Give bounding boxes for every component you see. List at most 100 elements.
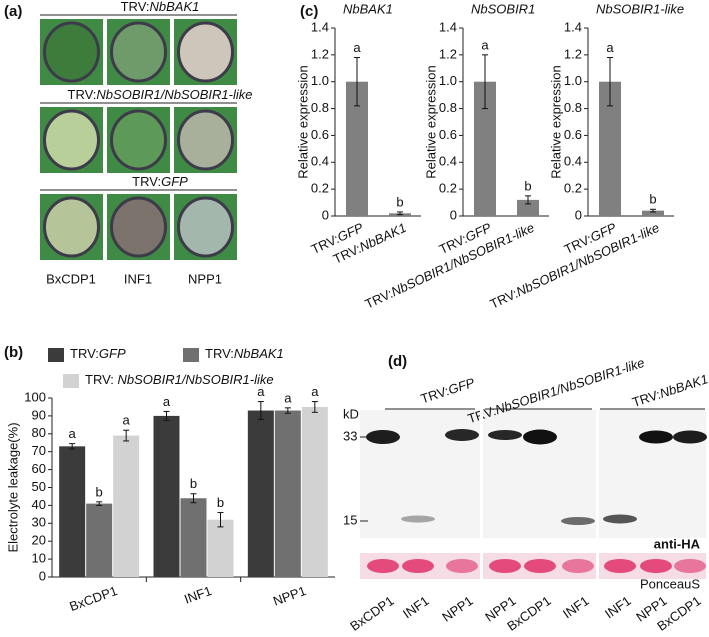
blot-unit: kD bbox=[343, 406, 359, 421]
significance-letter: a bbox=[311, 384, 319, 399]
ponceau-band bbox=[367, 559, 399, 573]
protein-band bbox=[488, 430, 522, 440]
significance-letter: a bbox=[606, 40, 614, 55]
y-tick-label: 1.2 bbox=[439, 46, 457, 61]
bar bbox=[474, 81, 496, 216]
y-tick-label: 1.0 bbox=[311, 73, 329, 88]
lane-label: INF1 bbox=[560, 593, 592, 621]
column-label: INF1 bbox=[124, 271, 152, 286]
significance-letter: b bbox=[217, 495, 224, 510]
bar bbox=[301, 406, 328, 577]
bar bbox=[599, 81, 621, 216]
y-tick-label: 1.2 bbox=[564, 46, 582, 61]
y-tick-label: 70 bbox=[32, 443, 46, 458]
ponceau-band bbox=[402, 559, 434, 573]
ponceau-band bbox=[674, 559, 706, 573]
y-tick-label: 1.0 bbox=[439, 73, 457, 88]
infiltration-spot bbox=[177, 21, 234, 83]
panel-label: (c) bbox=[300, 3, 318, 20]
y-tick-label: 0.6 bbox=[564, 127, 582, 142]
y-tick-label: 0.2 bbox=[564, 181, 582, 196]
y-tick-label: 10 bbox=[32, 551, 46, 566]
ponceau-band bbox=[562, 559, 594, 573]
ponceau-band bbox=[489, 559, 521, 573]
protein-band bbox=[523, 429, 557, 445]
y-tick-label: 1.4 bbox=[439, 19, 457, 34]
ponceau-band bbox=[524, 559, 556, 573]
bar bbox=[346, 81, 368, 216]
infiltration-spot bbox=[177, 109, 234, 171]
infiltration-spot bbox=[177, 196, 234, 258]
y-axis-label: Relative expression bbox=[295, 65, 310, 178]
lane-label: INF1 bbox=[400, 593, 432, 621]
bar bbox=[207, 519, 234, 577]
y-tick-label: 0 bbox=[575, 207, 582, 222]
blot-group-label: TRV:NbBAK1 bbox=[630, 372, 709, 411]
y-tick-label: 90 bbox=[32, 407, 46, 422]
y-tick-label: 1.2 bbox=[311, 46, 329, 61]
bar bbox=[113, 435, 140, 577]
significance-letter: a bbox=[69, 426, 77, 441]
ponceau-band bbox=[604, 559, 636, 573]
protein-band bbox=[445, 429, 479, 441]
lane-label: NPP1 bbox=[439, 593, 475, 625]
antibody-label: anti-HA bbox=[654, 536, 701, 551]
x-tick-label: NPP1 bbox=[271, 583, 308, 609]
y-axis-label: Relative expression bbox=[548, 65, 563, 178]
blot-group-label: TRV:GFP bbox=[419, 375, 477, 407]
lane-label: INF1 bbox=[602, 593, 634, 621]
treatment-header: TRV:NbBAK1 bbox=[121, 0, 200, 14]
y-tick-label: 0.4 bbox=[564, 154, 582, 169]
legend-swatch bbox=[48, 348, 64, 362]
legend-swatch bbox=[63, 374, 79, 388]
bar bbox=[153, 415, 180, 577]
y-tick-label: 20 bbox=[32, 533, 46, 548]
legend-swatch bbox=[183, 348, 199, 362]
column-label: BxCDP1 bbox=[46, 271, 96, 286]
y-tick-label: 0.4 bbox=[439, 154, 457, 169]
infiltration-spot bbox=[110, 109, 167, 171]
bar bbox=[59, 446, 86, 577]
y-tick-label: 30 bbox=[32, 515, 46, 530]
y-tick-label: 0 bbox=[322, 207, 329, 222]
y-tick-label: 0.8 bbox=[564, 100, 582, 115]
lane-label: BxCDP1 bbox=[347, 593, 396, 634]
infiltration-spot bbox=[43, 109, 100, 171]
legend-label: TRV:NbBAK1 bbox=[205, 346, 284, 361]
protein-band bbox=[603, 514, 637, 524]
legend-label: TRV: NbSOBIR1/NbSOBIR1-like bbox=[85, 372, 274, 387]
infiltration-spot bbox=[110, 21, 167, 83]
y-tick-label: 1.4 bbox=[564, 19, 582, 34]
y-tick-label: 0 bbox=[450, 207, 457, 222]
y-tick-label: 100 bbox=[24, 389, 46, 404]
y-tick-label: 0.4 bbox=[311, 154, 329, 169]
y-tick-label: 50 bbox=[32, 479, 46, 494]
legend-label: TRV:GFP bbox=[70, 346, 126, 361]
chart-title: NbSOBIR1-like bbox=[596, 1, 684, 16]
blot-gap bbox=[596, 410, 599, 580]
y-tick-label: 0 bbox=[39, 568, 46, 583]
panel-label: (b) bbox=[4, 344, 23, 361]
bar bbox=[180, 498, 207, 577]
significance-letter: b bbox=[649, 192, 656, 207]
significance-letter: b bbox=[190, 476, 197, 491]
significance-letter: b bbox=[524, 178, 531, 193]
ponceau-band bbox=[446, 559, 478, 573]
infiltration-spot bbox=[43, 196, 100, 258]
y-tick-label: 0.2 bbox=[311, 181, 329, 196]
y-tick-label: 60 bbox=[32, 461, 46, 476]
significance-letter: a bbox=[481, 37, 489, 52]
bar bbox=[642, 210, 664, 216]
protein-band bbox=[673, 430, 707, 444]
y-tick-label: 40 bbox=[32, 497, 46, 512]
stain-label: PonceauS bbox=[640, 576, 700, 591]
ponceau-band bbox=[640, 559, 672, 573]
size-marker: 33 bbox=[343, 428, 357, 443]
y-axis-label: Relative expression bbox=[423, 65, 438, 178]
significance-letter: b bbox=[96, 484, 103, 499]
bar bbox=[247, 410, 274, 577]
panel-label: (a) bbox=[4, 3, 22, 20]
significance-letter: a bbox=[284, 390, 292, 405]
y-tick-label: 1.4 bbox=[311, 19, 329, 34]
